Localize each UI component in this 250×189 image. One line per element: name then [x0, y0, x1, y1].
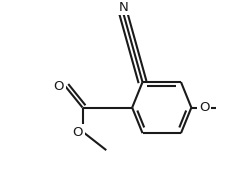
Text: N: N [118, 1, 128, 14]
Text: O: O [54, 80, 64, 93]
Text: O: O [72, 126, 83, 139]
Text: O: O [198, 101, 208, 114]
